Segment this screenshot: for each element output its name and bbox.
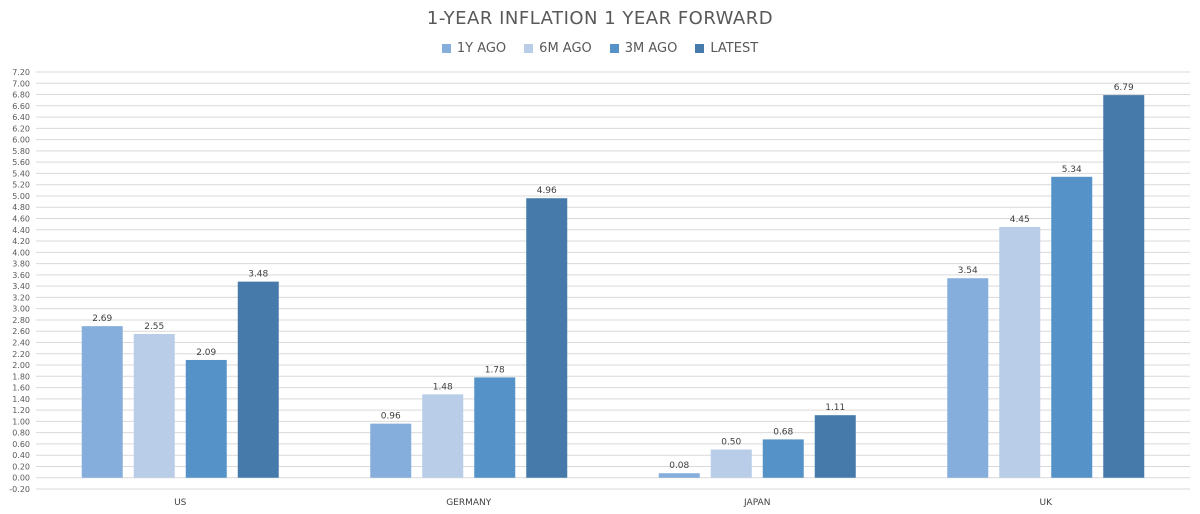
chart-title: 1-YEAR INFLATION 1 YEAR FORWARD: [426, 8, 774, 29]
y-tick-label: 2.80: [12, 316, 30, 325]
bar: [185, 359, 227, 478]
y-tick-label: 6.80: [12, 91, 30, 100]
y-tick-label: 4.20: [12, 237, 30, 246]
bar: [1103, 95, 1145, 478]
y-tick-label: 4.60: [12, 215, 30, 224]
y-tick-label: 5.00: [12, 192, 30, 201]
legend-label: 3M AGO: [624, 41, 678, 56]
y-tick-label: 5.80: [12, 147, 30, 156]
data-label: 2.09: [196, 348, 216, 358]
bar: [947, 278, 989, 478]
y-tick-label: 7.20: [12, 68, 30, 77]
data-label: 4.96: [537, 186, 557, 196]
y-tick-label: 1.40: [12, 395, 30, 404]
legend-label: LATEST: [710, 41, 759, 56]
legend-swatch: [524, 44, 534, 53]
y-tick-label: 0.00: [12, 474, 30, 483]
y-tick-label: 0.40: [12, 451, 30, 460]
y-tick-label: 3.80: [12, 260, 30, 269]
y-tick-label: 2.00: [12, 361, 30, 370]
y-tick-label: 5.20: [12, 181, 30, 190]
y-tick-label: 6.20: [12, 124, 30, 133]
legend-label: 6M AGO: [539, 41, 592, 56]
data-label: 1.11: [825, 403, 845, 413]
data-label: 2.69: [92, 314, 112, 324]
y-tick-label: 3.00: [12, 305, 30, 314]
y-tick-label: -0.20: [9, 485, 30, 494]
y-tick-label: 3.60: [12, 271, 30, 280]
data-label: 4.45: [1010, 215, 1030, 225]
y-tick-label: 5.40: [12, 169, 30, 178]
y-tick-label: 6.40: [12, 113, 30, 122]
legend-item: 3M AGO: [609, 41, 678, 56]
data-label: 6.79: [1114, 83, 1134, 93]
chart-legend: 1Y AGO 6M AGO 3M AGO LATEST: [0, 41, 1200, 56]
y-tick-label: 2.40: [12, 338, 30, 347]
y-tick-label: 6.60: [12, 102, 30, 111]
y-tick-label: 3.40: [12, 282, 30, 291]
y-tick-label: 0.80: [12, 429, 30, 438]
y-tick-label: 4.80: [12, 203, 30, 212]
legend-swatch: [695, 44, 705, 53]
x-tick-label: JAPAN: [743, 498, 770, 508]
legend-label: 1Y AGO: [456, 41, 507, 56]
bar: [814, 415, 856, 478]
bar: [422, 394, 464, 478]
data-label: 0.96: [381, 412, 401, 422]
bar: [762, 439, 804, 478]
x-tick-label: US: [174, 498, 187, 508]
bar: [370, 423, 412, 478]
y-tick-label: 1.60: [12, 384, 30, 393]
y-tick-label: 4.40: [12, 226, 30, 235]
legend-swatch: [441, 44, 451, 53]
y-tick-label: 3.20: [12, 293, 30, 302]
legend-item: LATEST: [695, 41, 758, 56]
y-tick-label: 0.20: [12, 462, 30, 471]
data-label: 0.68: [773, 427, 793, 437]
bar: [710, 449, 752, 478]
data-label: 5.34: [1062, 165, 1082, 175]
data-label: 1.78: [485, 365, 505, 375]
legend-swatch: [609, 44, 619, 53]
y-tick-label: 1.80: [12, 372, 30, 381]
y-tick-label: 2.20: [12, 350, 30, 359]
data-label: 2.55: [144, 322, 164, 332]
y-tick-label: 1.00: [12, 417, 30, 426]
bar: [474, 377, 516, 478]
bar: [658, 473, 700, 478]
bar: [526, 198, 568, 478]
data-label: 0.50: [721, 438, 741, 448]
bar: [237, 281, 279, 478]
bar: [999, 226, 1041, 478]
data-label: 0.08: [669, 461, 689, 471]
y-tick-label: 5.60: [12, 158, 30, 167]
y-tick-label: 4.00: [12, 248, 30, 257]
data-label: 3.48: [248, 270, 268, 280]
bar: [81, 326, 123, 478]
y-tick-label: 6.00: [12, 136, 30, 145]
legend-item: 6M AGO: [524, 41, 592, 56]
y-tick-label: 1.20: [12, 406, 30, 415]
data-label: 1.48: [433, 382, 453, 392]
x-tick-label: UK: [1040, 498, 1054, 508]
y-tick-label: 7.00: [12, 79, 30, 88]
y-tick-label: 2.60: [12, 327, 30, 336]
bar: [133, 334, 175, 478]
legend-item: 1Y AGO: [441, 41, 507, 56]
bar: [1051, 176, 1093, 478]
data-label: 3.54: [958, 266, 978, 276]
y-tick-label: 0.60: [12, 440, 30, 449]
x-tick-label: GERMANY: [446, 498, 492, 508]
